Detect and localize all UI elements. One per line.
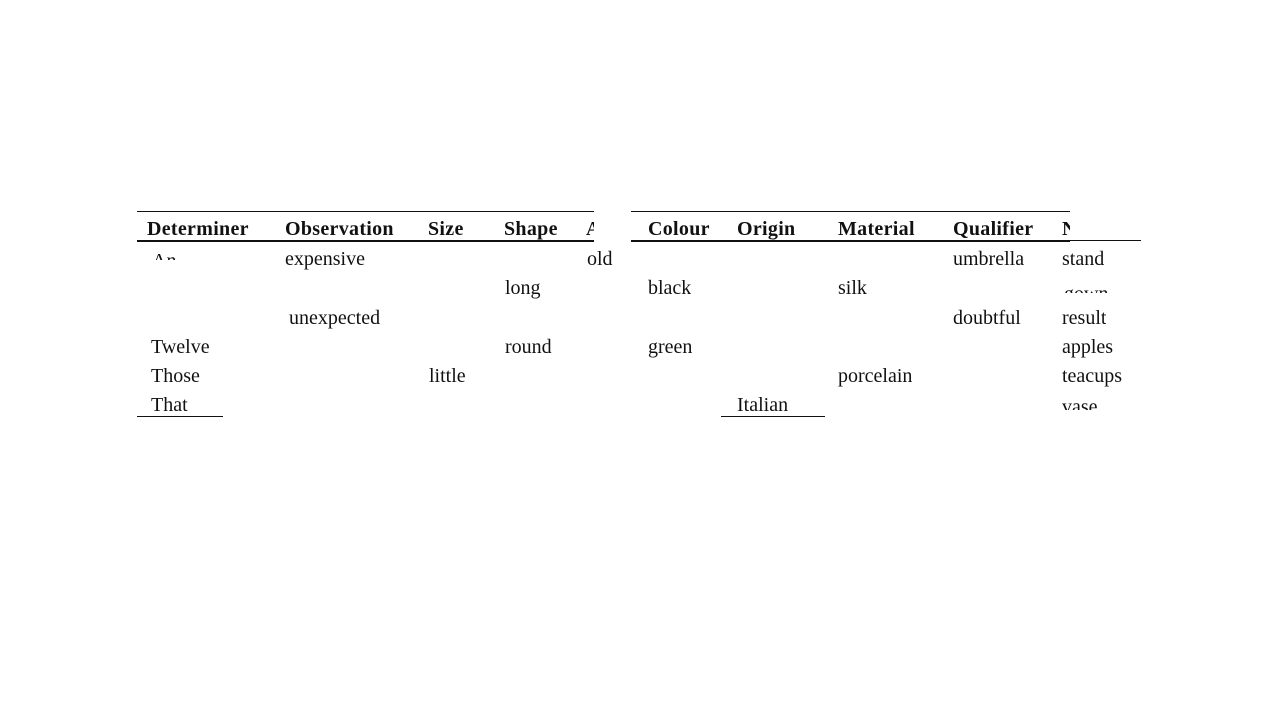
cell-qualifier-row3: doubtful — [953, 307, 1021, 329]
cell-determiner-row4: Twelve — [151, 336, 210, 358]
cell-colour-row4: green — [648, 336, 693, 358]
header-observation: Observation — [285, 218, 394, 240]
header-rule-right — [1070, 240, 1141, 241]
header-determiner: Determiner — [147, 218, 249, 240]
cell-determiner-row1: An — [152, 250, 176, 260]
cell-observation-row1: expensive — [285, 248, 365, 270]
cell-noun-row6: vase — [1062, 396, 1098, 410]
table-top-rule-right — [631, 211, 1070, 212]
cell-colour-row2: black — [648, 277, 692, 299]
header-size: Size — [428, 218, 464, 240]
cell-observation-row3: unexpected — [289, 307, 381, 329]
cell-noun-row4: apples — [1062, 336, 1114, 358]
header-age: A — [586, 218, 594, 240]
bottom-rule-origin — [721, 416, 825, 417]
bottom-rule-determiner — [137, 416, 223, 417]
table-top-rule-left — [137, 211, 594, 212]
header-origin: Origin — [737, 218, 796, 240]
cell-age-row1: old — [587, 248, 613, 270]
header-rule-mid — [631, 240, 1070, 242]
cell-determiner-row6: That — [151, 394, 188, 416]
cell-determiner-row5: Those — [151, 365, 200, 387]
cell-size-row5: little — [429, 365, 466, 387]
header-material: Material — [838, 218, 915, 240]
cell-shape-row2: long — [505, 277, 541, 299]
cell-qualifier-row1: umbrella — [953, 248, 1025, 270]
header-shape: Shape — [504, 218, 558, 240]
cell-origin-row6: Italian — [737, 394, 789, 416]
header-rule-left — [137, 240, 594, 242]
cell-noun-row2: gown — [1064, 283, 1108, 293]
header-qualifier: Qualifier — [953, 218, 1034, 240]
cell-noun-row5: teacups — [1062, 365, 1122, 387]
cell-material-row2: silk — [838, 277, 867, 299]
cell-shape-row4: round — [505, 336, 552, 358]
header-noun: N — [1062, 218, 1070, 240]
header-colour: Colour — [648, 218, 710, 240]
cell-material-row5: porcelain — [838, 365, 913, 387]
cell-noun-row1: stand — [1062, 248, 1105, 270]
cell-noun-row3: result — [1062, 307, 1107, 329]
